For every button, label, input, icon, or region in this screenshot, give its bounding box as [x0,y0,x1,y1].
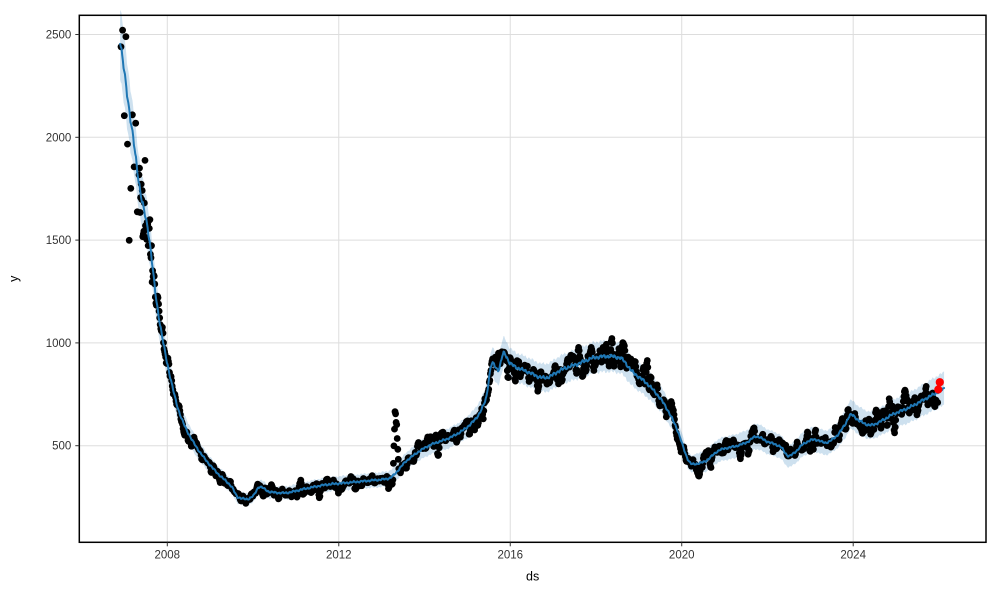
svg-text:500: 500 [52,441,71,453]
svg-text:2020: 2020 [669,549,695,561]
svg-text:2016: 2016 [497,549,523,561]
svg-text:2008: 2008 [155,549,181,561]
svg-text:2500: 2500 [46,30,72,42]
svg-text:y: y [7,275,21,282]
svg-text:2012: 2012 [326,549,352,561]
svg-text:2024: 2024 [840,549,866,561]
svg-text:1500: 1500 [46,235,72,247]
svg-text:1000: 1000 [46,338,72,350]
svg-text:2000: 2000 [46,132,72,144]
svg-text:ds: ds [526,569,539,583]
